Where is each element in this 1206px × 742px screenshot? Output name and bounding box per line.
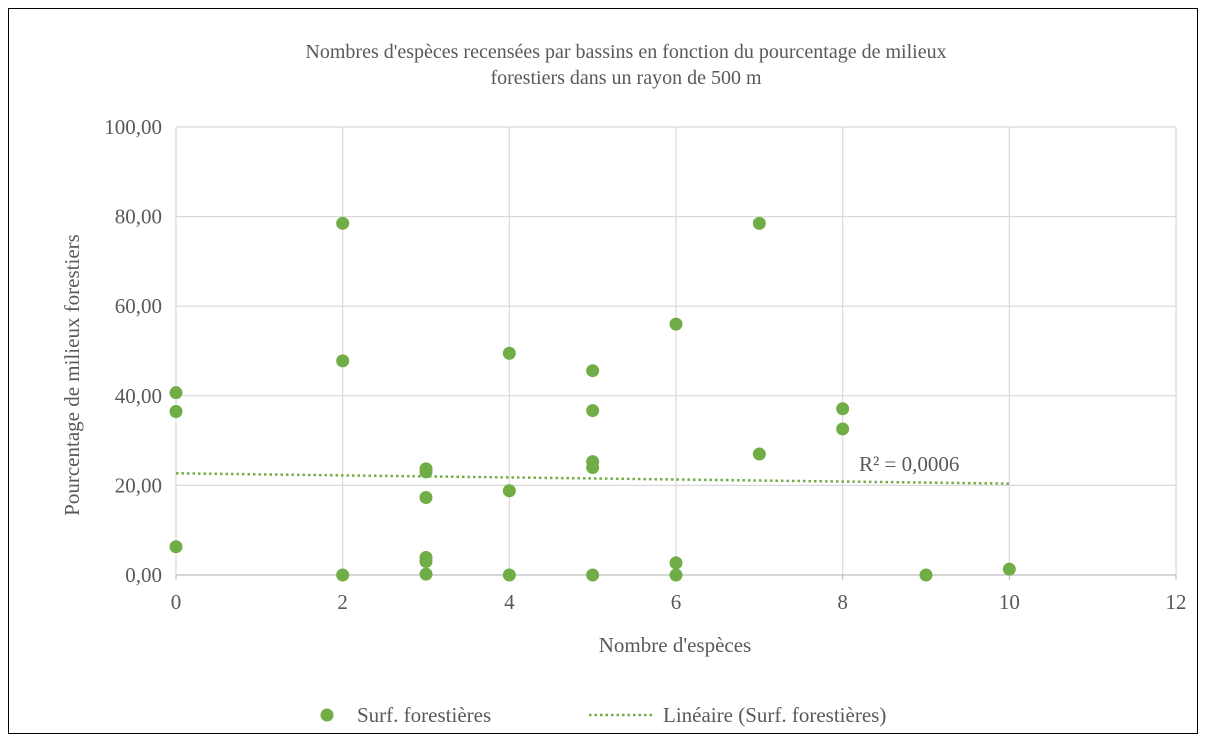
data-point — [419, 555, 433, 569]
x-tick-label: 10 — [999, 590, 1020, 614]
grid-lines — [175, 126, 1177, 580]
data-point — [669, 556, 683, 570]
data-point — [586, 568, 600, 582]
data-point — [836, 402, 850, 416]
tick-labels: 0 2 4 6 8 10 12 0,00 20,00 40,00 60,00 80,00 100,00 — [104, 115, 1186, 614]
x-tick-label: 0 — [171, 590, 182, 614]
x-axis-title: Nombre d'espèces — [599, 633, 751, 657]
data-point — [336, 216, 350, 230]
trendline-layer — [175, 472, 1010, 485]
y-tick-label: 80,00 — [115, 205, 162, 229]
y-tick-label: 60,00 — [115, 294, 162, 318]
data-point — [836, 422, 850, 436]
data-point — [169, 540, 183, 554]
data-point — [419, 465, 433, 479]
y-axis-title: Pourcentage de milieux forestiers — [60, 234, 84, 516]
data-point — [419, 567, 433, 581]
trendline — [175, 472, 1010, 485]
y-tick-label: 20,00 — [115, 473, 162, 497]
data-point — [169, 386, 183, 400]
data-point — [502, 484, 516, 498]
data-point — [502, 568, 516, 582]
data-point — [752, 216, 766, 230]
chart-title-line-1: Nombres d'espèces recensées par bassins … — [305, 41, 946, 63]
data-points — [169, 216, 1016, 582]
x-tick-label: 8 — [837, 590, 848, 614]
legend-label-series: Surf. forestières — [357, 703, 491, 727]
x-tick-label: 2 — [337, 590, 348, 614]
x-tick-label: 6 — [671, 590, 682, 614]
x-tick-label: 12 — [1166, 590, 1187, 614]
data-point — [1002, 562, 1016, 576]
data-point — [336, 354, 350, 368]
data-point — [169, 404, 183, 418]
data-point — [586, 364, 600, 378]
legend-label-trendline: Linéaire (Surf. forestières) — [663, 703, 886, 727]
data-point — [919, 568, 933, 582]
y-tick-label: 0,00 — [125, 563, 162, 587]
x-tick-label: 4 — [504, 590, 515, 614]
y-tick-label: 40,00 — [115, 384, 162, 408]
data-point — [502, 346, 516, 360]
trendline-r-squared-label: R² = 0,0006 — [859, 452, 959, 476]
data-point — [336, 568, 350, 582]
scatter-chart: 0 2 4 6 8 10 120,0020,0040,0060,0080,00100,00 … — [60, 41, 1187, 727]
legend: Surf. forestières Linéaire (Surf. forest… — [320, 703, 886, 727]
data-point — [669, 317, 683, 331]
y-tick-label: 100,00 — [104, 115, 162, 139]
data-point — [669, 568, 683, 582]
data-point — [586, 460, 600, 474]
chart-frame: 0 2 4 6 8 10 12 0,00 20,00 40,00 60,00 80,00 100,00 … — [8, 8, 1198, 734]
legend-marker-series — [320, 708, 334, 722]
data-point — [586, 404, 600, 418]
data-point — [752, 447, 766, 461]
chart-title-line-2: forestiers dans un rayon de 500 m — [490, 67, 761, 89]
data-point — [419, 490, 433, 504]
